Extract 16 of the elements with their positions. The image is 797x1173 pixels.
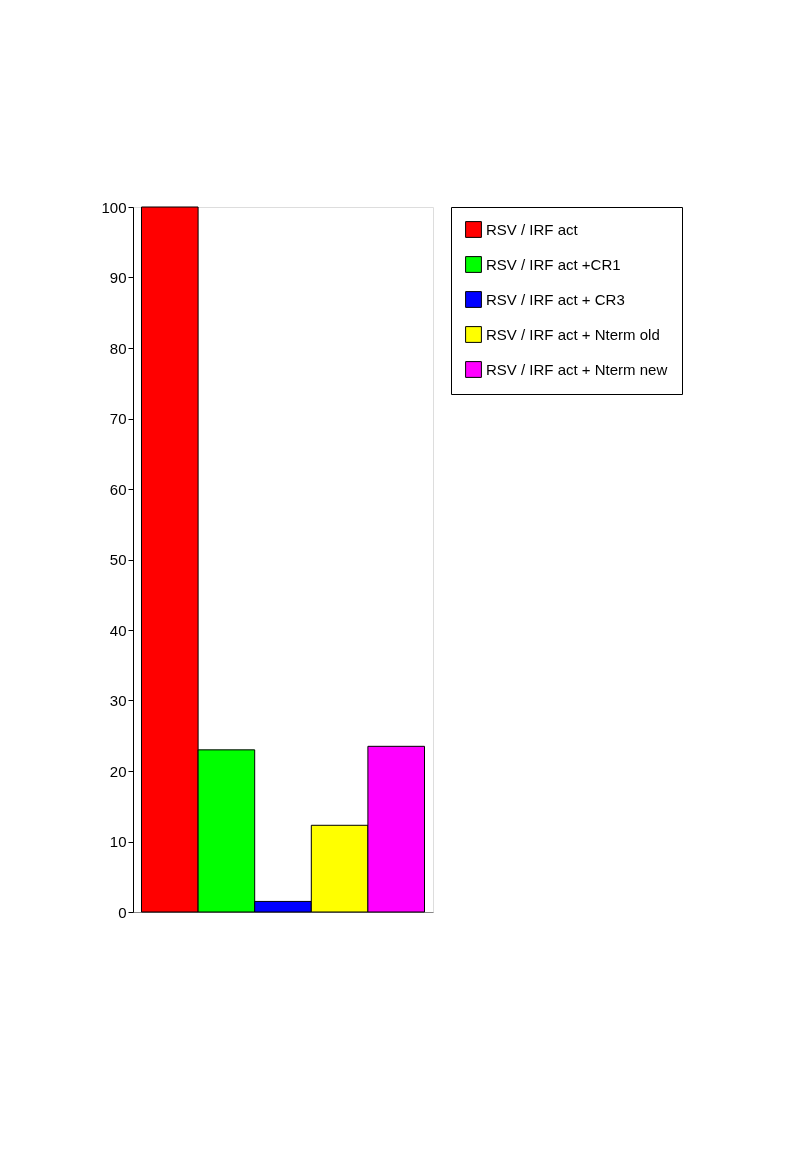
y-tick-label: 100 xyxy=(101,198,127,216)
y-tick-label: 90 xyxy=(109,269,127,286)
y-tick-label: 30 xyxy=(109,692,127,709)
y-tick-label: 60 xyxy=(109,480,127,498)
y-tick-label: 0 xyxy=(118,903,127,921)
y-tick-label: 20 xyxy=(109,762,127,780)
y-tick-label: 50 xyxy=(109,551,127,568)
legend-label: RSV / IRF act + CR3 xyxy=(486,290,625,308)
legend-label: RSV / IRF act xyxy=(486,220,579,238)
legend-label: RSV / IRF act +CR1 xyxy=(486,255,621,273)
y-tick-label: 80 xyxy=(109,339,127,357)
y-tick-label: 40 xyxy=(109,621,127,639)
y-tick-label: 10 xyxy=(109,833,127,850)
legend-label: RSV / IRF act + Nterm new xyxy=(486,360,668,378)
y-tick-label: 70 xyxy=(109,410,127,427)
legend-label: RSV / IRF act + Nterm old xyxy=(486,325,660,343)
